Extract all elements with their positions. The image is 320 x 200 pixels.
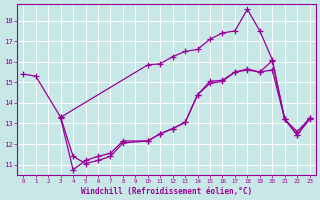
X-axis label: Windchill (Refroidissement éolien,°C): Windchill (Refroidissement éolien,°C)	[81, 187, 252, 196]
